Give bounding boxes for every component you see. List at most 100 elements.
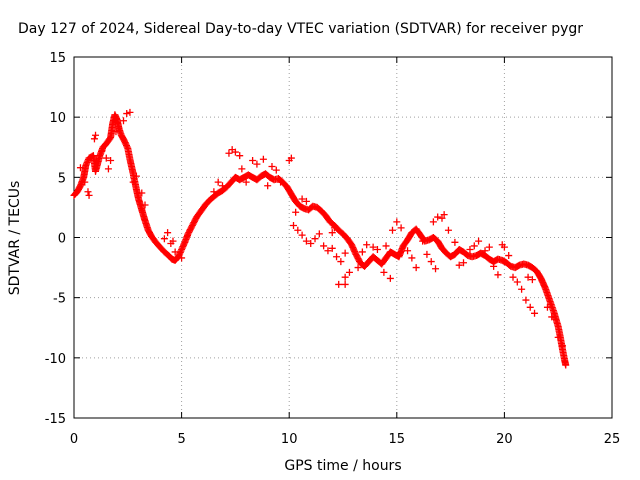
data-point: [373, 246, 381, 254]
data-point: [272, 166, 280, 174]
data-point: [259, 155, 267, 163]
data-point: [432, 265, 440, 273]
data-point: [382, 242, 390, 250]
data-point: [388, 226, 396, 234]
data-point: [138, 189, 146, 197]
data-point: [369, 243, 377, 251]
data-point: [311, 235, 319, 243]
x-tick-label: 5: [177, 432, 185, 447]
data-point: [358, 248, 366, 256]
data-point: [242, 178, 250, 186]
y-tick-label: -15: [45, 412, 66, 427]
data-point: [500, 243, 508, 251]
data-point: [434, 213, 442, 221]
data-point: [277, 178, 285, 186]
data-point: [302, 197, 310, 205]
data-point: [554, 333, 562, 341]
data-point: [231, 148, 239, 156]
data-point: [513, 278, 521, 286]
data-point: [485, 243, 493, 251]
data-point: [548, 313, 556, 321]
data-point: [386, 274, 394, 282]
data-point: [518, 285, 526, 293]
data-point: [132, 172, 140, 180]
data-point: [528, 276, 536, 284]
data-point: [354, 264, 362, 272]
y-tick-label: 15: [49, 51, 66, 66]
data-point: [460, 259, 468, 267]
data-point: [302, 237, 310, 245]
data-point: [249, 156, 257, 164]
data-point: [104, 165, 112, 173]
data-point: [210, 188, 218, 196]
data-point: [236, 152, 244, 160]
x-axis-label: GPS time / hours: [284, 458, 401, 474]
data-point: [294, 226, 302, 234]
data-point: [363, 241, 371, 249]
data-point: [119, 117, 127, 125]
data-point: [268, 163, 276, 171]
data-point: [298, 231, 306, 239]
data-point: [526, 303, 534, 311]
data-point: [341, 273, 349, 281]
x-tick-label: 15: [389, 432, 406, 447]
data-point: [126, 108, 134, 116]
data-point: [315, 230, 323, 238]
x-tick-label: 25: [604, 432, 621, 447]
data-point: [427, 258, 435, 266]
data-point: [92, 131, 100, 139]
data-point: [429, 218, 437, 226]
data-point: [522, 296, 530, 304]
data-point: [225, 149, 233, 157]
data-points: [70, 108, 570, 369]
data-point: [129, 178, 137, 186]
data-point: [123, 110, 131, 118]
data-point: [419, 237, 427, 245]
data-point: [102, 154, 110, 162]
data-point: [328, 229, 336, 237]
data-point: [335, 280, 343, 288]
data-point: [320, 242, 328, 250]
data-point: [423, 250, 431, 258]
data-point: [481, 247, 489, 255]
data-point: [345, 268, 353, 276]
chart-title: Day 127 of 2024, Sidereal Day-to-day VTE…: [18, 21, 583, 37]
data-point: [90, 135, 98, 143]
ticks: [73, 56, 613, 419]
data-point: [333, 253, 341, 261]
data-point: [178, 254, 186, 262]
data-point: [543, 303, 551, 311]
data-point: [341, 249, 349, 257]
data-point: [76, 164, 84, 172]
data-point: [218, 182, 226, 190]
data-point: [307, 240, 315, 248]
data-point: [169, 237, 177, 245]
data-point: [440, 211, 448, 219]
data-point: [214, 178, 222, 186]
data-point: [470, 242, 478, 250]
data-point: [324, 247, 332, 255]
data-point: [107, 156, 115, 164]
data-point: [264, 182, 272, 190]
data-point: [298, 195, 306, 203]
data-point: [337, 258, 345, 266]
data-point: [509, 273, 517, 281]
data-point: [81, 178, 89, 186]
data-point: [290, 221, 298, 229]
y-axis-label: SDTVAR / TECUs: [7, 181, 23, 296]
y-tick-label: 10: [49, 111, 66, 126]
data-point: [330, 224, 338, 232]
data-point: [438, 214, 446, 222]
y-tick-label: -10: [45, 352, 66, 367]
x-tick-label: 20: [496, 432, 513, 447]
y-tick-label: 0: [58, 232, 66, 247]
data-point: [466, 246, 474, 254]
data-point: [559, 342, 567, 350]
data-point: [475, 237, 483, 245]
data-point: [98, 147, 106, 155]
data-point: [341, 280, 349, 288]
data-point: [524, 273, 532, 281]
data-point: [238, 165, 246, 173]
data-point: [112, 128, 120, 136]
